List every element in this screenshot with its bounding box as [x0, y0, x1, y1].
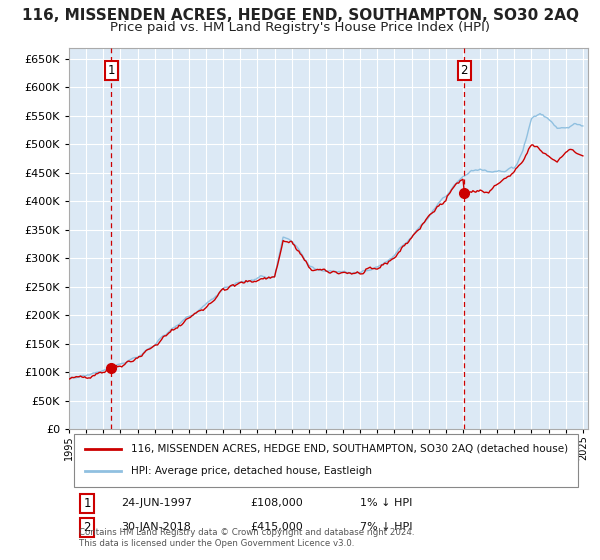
Text: 116, MISSENDEN ACRES, HEDGE END, SOUTHAMPTON, SO30 2AQ: 116, MISSENDEN ACRES, HEDGE END, SOUTHAM…	[22, 8, 578, 24]
Text: 2: 2	[83, 521, 91, 534]
Text: 1: 1	[83, 497, 91, 510]
Text: £108,000: £108,000	[251, 498, 304, 508]
Text: 1% ↓ HPI: 1% ↓ HPI	[359, 498, 412, 508]
FancyBboxPatch shape	[74, 434, 578, 487]
Text: Contains HM Land Registry data © Crown copyright and database right 2024.
This d: Contains HM Land Registry data © Crown c…	[79, 528, 415, 548]
Text: Price paid vs. HM Land Registry's House Price Index (HPI): Price paid vs. HM Land Registry's House …	[110, 21, 490, 34]
Text: 7% ↓ HPI: 7% ↓ HPI	[359, 522, 412, 533]
Text: 1: 1	[108, 64, 115, 77]
Text: HPI: Average price, detached house, Eastleigh: HPI: Average price, detached house, East…	[131, 466, 372, 476]
Text: 116, MISSENDEN ACRES, HEDGE END, SOUTHAMPTON, SO30 2AQ (detached house): 116, MISSENDEN ACRES, HEDGE END, SOUTHAM…	[131, 444, 568, 454]
Text: 2: 2	[461, 64, 468, 77]
Text: 30-JAN-2018: 30-JAN-2018	[121, 522, 191, 533]
Text: 24-JUN-1997: 24-JUN-1997	[121, 498, 192, 508]
Text: £415,000: £415,000	[251, 522, 304, 533]
